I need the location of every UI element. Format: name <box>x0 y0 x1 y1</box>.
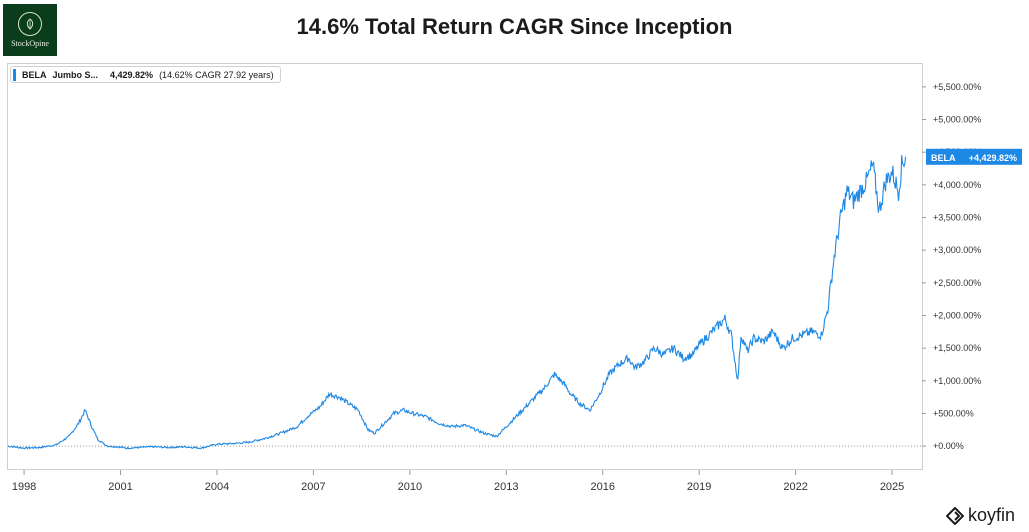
y-tick-label: +5,000.00% <box>933 115 981 125</box>
y-tick-label: +0.00% <box>933 441 964 451</box>
price-tag-value: +4,429.82% <box>969 153 1017 163</box>
price-tag-ticker: BELA <box>931 153 956 163</box>
chart-title: 14.6% Total Return CAGR Since Inception <box>296 14 733 39</box>
y-tick-label: +3,000.00% <box>933 245 981 255</box>
logo-text: StockOpine <box>11 39 49 48</box>
y-tick-label: +3,500.00% <box>933 213 981 223</box>
y-tick-label: +1,500.00% <box>933 343 981 353</box>
x-tick-label: 2007 <box>301 481 325 493</box>
legend-cagr: (14.62% CAGR 27.92 years) <box>159 69 274 80</box>
stockopine-logo: StockOpine <box>3 4 57 56</box>
leaf-emblem-icon <box>18 12 42 36</box>
legend-ticker: BELA <box>22 69 47 80</box>
brand-name: koyfin <box>968 505 1016 525</box>
legend-value: 4,429.82% <box>110 69 154 80</box>
x-tick-label: 2025 <box>880 481 904 493</box>
koyfin-brand: koyfin <box>946 505 1015 526</box>
y-tick-label: +1,000.00% <box>933 376 981 386</box>
series-line-bela <box>7 154 907 450</box>
x-tick-label: 2010 <box>398 481 422 493</box>
x-tick-label: 1998 <box>12 481 36 493</box>
x-tick-label: 2019 <box>687 481 711 493</box>
legend-swatch <box>13 68 16 81</box>
y-tick-label: +2,500.00% <box>933 278 981 288</box>
y-tick-label: +4,000.00% <box>933 180 981 190</box>
koyfin-logo-icon <box>946 506 964 525</box>
x-tick-label: 2004 <box>205 481 229 493</box>
series-legend[interactable]: BELA Jumbo S... 4,429.82% (14.62% CAGR 2… <box>10 66 281 83</box>
legend-name: Jumbo S... <box>52 69 99 80</box>
price-tag <box>926 148 1022 165</box>
x-tick-label: 2013 <box>494 481 518 493</box>
y-tick-label: +2,000.00% <box>933 310 981 320</box>
x-tick-label: 2016 <box>590 481 614 493</box>
y-tick-label: +500.00% <box>933 408 974 418</box>
x-tick-label: 2022 <box>783 481 807 493</box>
x-tick-label: 2001 <box>108 481 132 493</box>
y-tick-label: +5,500.00% <box>933 82 981 92</box>
chart-frame <box>7 63 923 470</box>
